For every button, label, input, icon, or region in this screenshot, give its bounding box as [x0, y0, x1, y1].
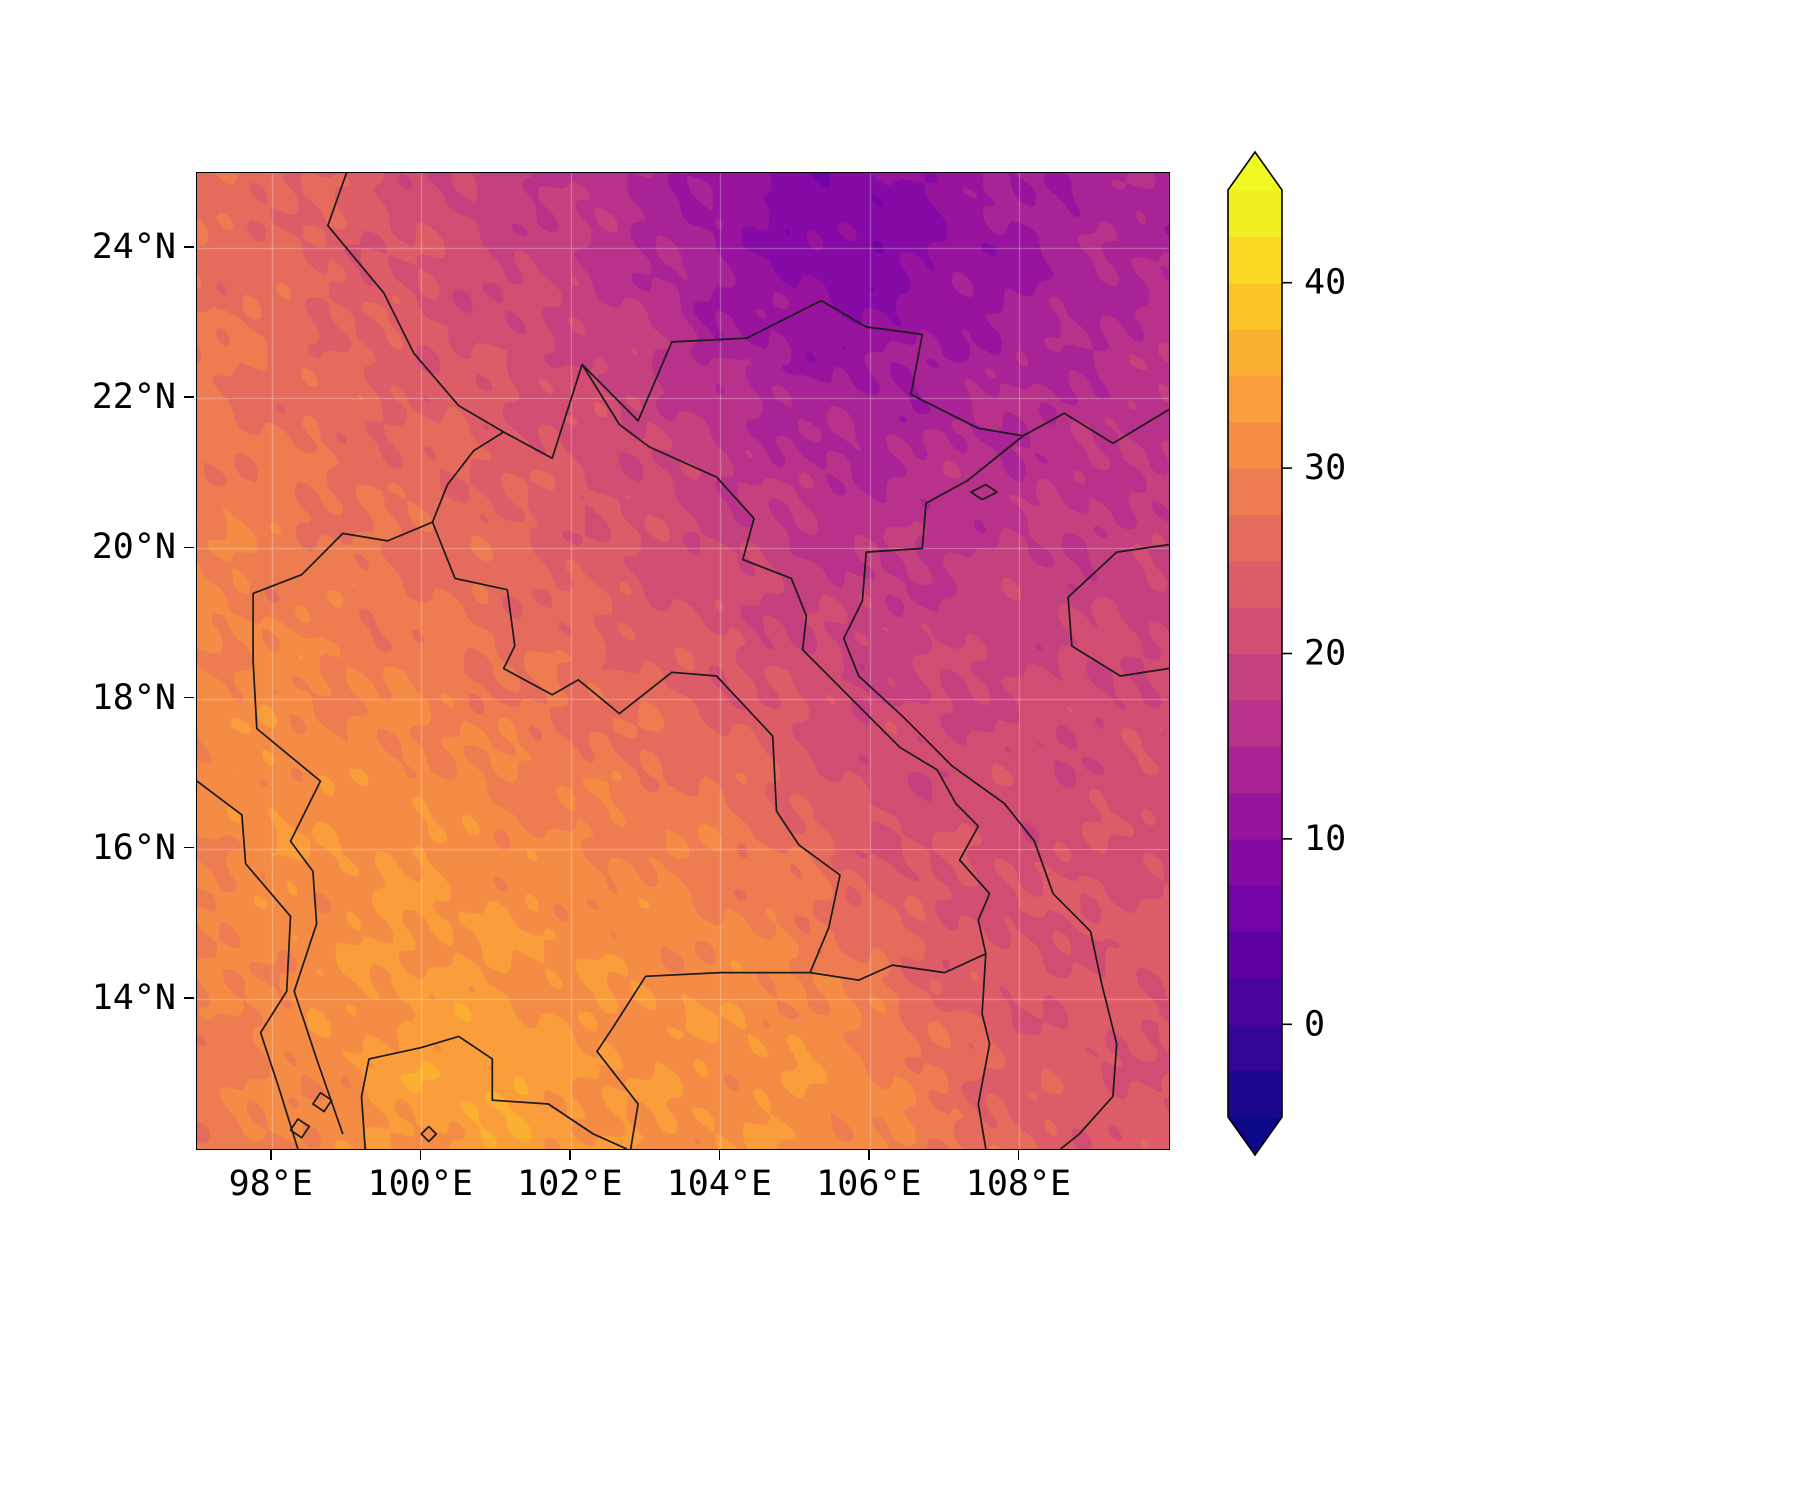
border-china-border-chain	[326, 173, 1024, 460]
border-west-coastline	[197, 780, 299, 1149]
y-tick-label: 20°N	[91, 527, 176, 568]
x-tick-mark	[569, 1150, 571, 1160]
colorbar-band	[1228, 514, 1282, 562]
x-tick-mark	[419, 1150, 422, 1160]
border-gulf-coastline	[360, 1035, 628, 1149]
x-tick-label: 98°E	[228, 1164, 313, 1204]
colorbar-band	[1228, 375, 1282, 423]
border-laos-vietnam-border	[581, 363, 991, 954]
colorbar-band	[1228, 792, 1282, 840]
y-tick-mark	[184, 546, 194, 549]
y-tick-label: 22°N	[91, 377, 176, 418]
border-cambodia-laos-vietnam-border	[809, 952, 991, 1149]
x-tick-mark	[868, 1150, 870, 1160]
y-tick-label: 14°N	[91, 977, 176, 1018]
y-tick-mark	[184, 246, 194, 248]
colorbar-band	[1228, 885, 1282, 933]
island-outline-2	[420, 1125, 438, 1143]
x-tick-label: 104°E	[666, 1164, 773, 1204]
y-tick-label: 24°N	[91, 227, 176, 268]
colorbar-band	[1228, 236, 1282, 284]
colorbar-band	[1228, 977, 1282, 1025]
x-tick-mark	[718, 1150, 721, 1160]
colorbar-tick-label: 40	[1304, 263, 1346, 303]
colorbar-band	[1228, 838, 1282, 886]
x-tick-label: 108°E	[965, 1164, 1072, 1204]
colorbar-band	[1228, 1070, 1282, 1118]
x-tick-label: 100°E	[367, 1164, 473, 1204]
colorbar-tick-label: 20	[1304, 634, 1346, 674]
colorbar-band	[1228, 421, 1282, 469]
colorbar-tick-label: 30	[1304, 448, 1346, 488]
island-outline-1	[312, 1091, 333, 1113]
border-thailand-laos-border	[431, 521, 841, 973]
colorbar-extend-max-arrow	[1228, 152, 1282, 190]
border-hainan-coast	[1067, 543, 1169, 677]
colorbar-band	[1228, 282, 1282, 330]
border-east-coastline	[842, 408, 1169, 1149]
colorbar-tick-label: 0	[1304, 1004, 1325, 1044]
colorbar-band	[1228, 329, 1282, 376]
colorbar-band	[1228, 699, 1282, 747]
colorbar-outline	[1227, 150, 1283, 1157]
colorbar-band	[1228, 190, 1282, 237]
island-outline-3	[970, 483, 998, 501]
y-tick-mark	[184, 846, 194, 849]
temperature-field-canvas	[197, 173, 1169, 1149]
x-tick-mark	[1017, 1150, 1020, 1160]
y-tick-label: 16°N	[91, 827, 176, 868]
y-tick-mark	[184, 396, 194, 399]
colorbar-extend-min-arrow	[1228, 1117, 1282, 1155]
x-tick-label: 102°E	[517, 1164, 623, 1204]
y-tick-mark	[184, 696, 194, 699]
colorbar-band	[1228, 931, 1282, 979]
colorbar-tick-label: 10	[1304, 819, 1346, 859]
colorbar-band	[1228, 468, 1282, 516]
country-borders-overlay	[197, 173, 1169, 1149]
border-thailand-cambodia-border	[596, 971, 811, 1149]
x-tick-label: 106°E	[816, 1164, 922, 1204]
island-outline-0	[289, 1118, 311, 1139]
map-plot-area	[196, 172, 1170, 1150]
y-tick-mark	[184, 997, 194, 999]
colorbar-band	[1228, 1024, 1282, 1072]
x-tick-mark	[269, 1150, 272, 1160]
y-tick-label: 18°N	[91, 677, 176, 718]
colorbar-band	[1228, 746, 1282, 794]
colorbar-band	[1228, 653, 1282, 701]
border-myanmar-thailand-border	[252, 431, 505, 1135]
colorbar-band	[1228, 560, 1282, 608]
colorbar: 0 10 20 30 40	[1227, 150, 1346, 1157]
colorbar-band	[1228, 607, 1282, 655]
